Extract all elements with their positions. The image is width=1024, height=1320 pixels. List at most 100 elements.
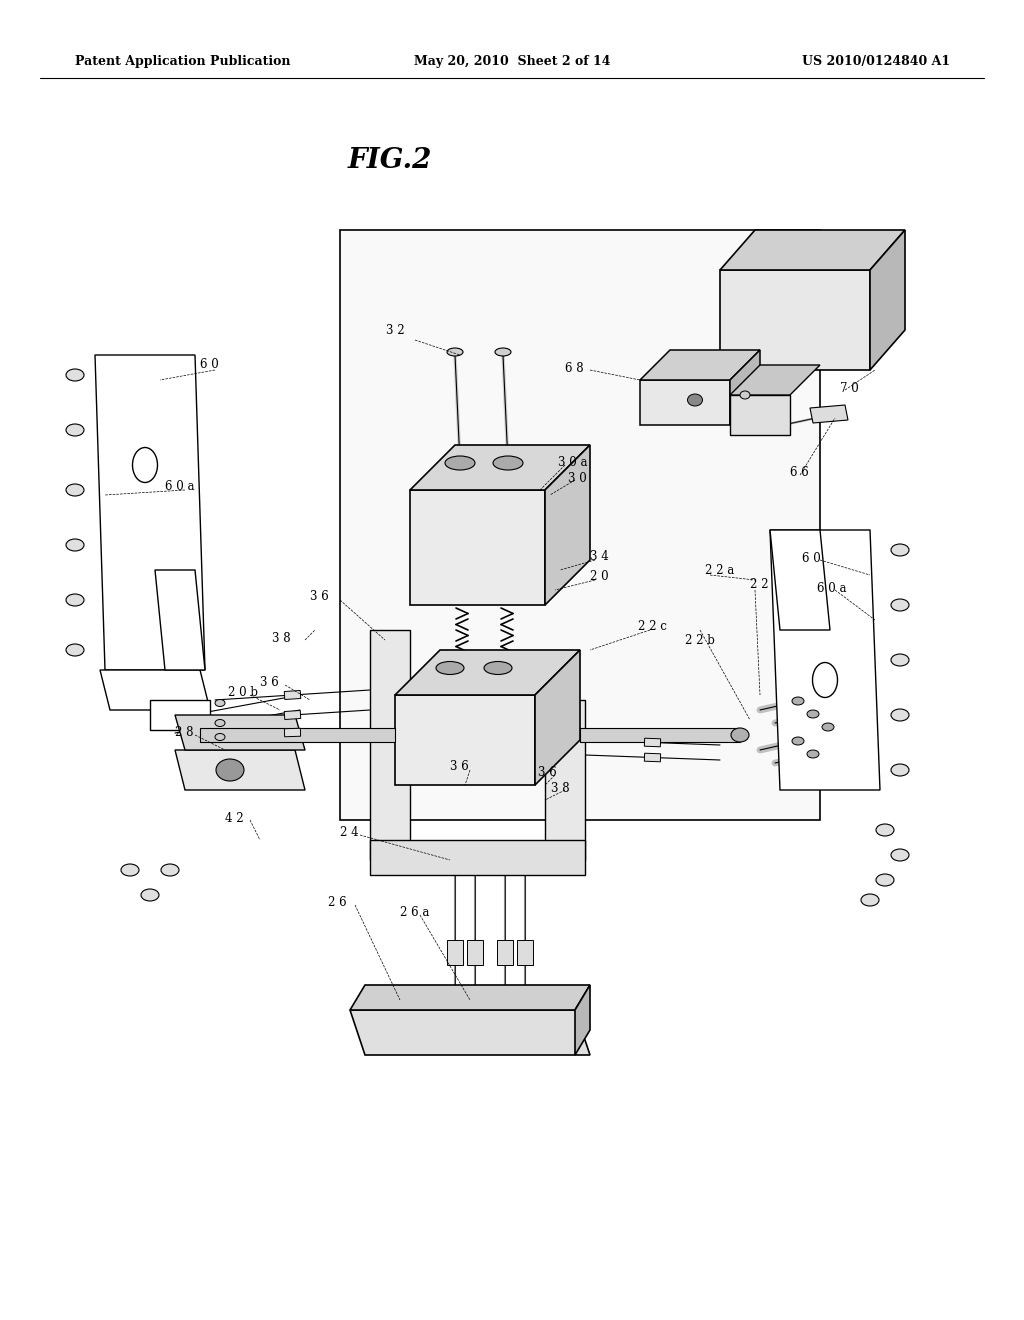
Ellipse shape (161, 865, 179, 876)
Ellipse shape (216, 759, 244, 781)
Ellipse shape (215, 700, 225, 706)
Text: Patent Application Publication: Patent Application Publication (75, 55, 291, 69)
Text: 3 8: 3 8 (272, 631, 291, 644)
Polygon shape (545, 700, 585, 861)
Polygon shape (497, 940, 513, 965)
Ellipse shape (141, 888, 159, 902)
Polygon shape (370, 630, 410, 861)
Text: 4 2: 4 2 (225, 812, 244, 825)
Polygon shape (175, 750, 305, 789)
Ellipse shape (812, 663, 838, 697)
Ellipse shape (876, 824, 894, 836)
Ellipse shape (66, 594, 84, 606)
Ellipse shape (436, 661, 464, 675)
Ellipse shape (445, 455, 475, 470)
Text: May 20, 2010  Sheet 2 of 14: May 20, 2010 Sheet 2 of 14 (414, 55, 610, 69)
Polygon shape (370, 840, 585, 875)
Polygon shape (730, 366, 820, 395)
Text: 6 0 a: 6 0 a (165, 480, 195, 494)
Polygon shape (410, 490, 545, 605)
Ellipse shape (891, 653, 909, 667)
Polygon shape (95, 355, 205, 671)
Polygon shape (644, 754, 660, 762)
Polygon shape (730, 395, 790, 436)
Polygon shape (517, 940, 534, 965)
Text: 2 6 a: 2 6 a (400, 907, 429, 920)
Text: 2 2 b: 2 2 b (685, 634, 715, 647)
Text: 6 8: 6 8 (565, 362, 584, 375)
Polygon shape (350, 985, 590, 1010)
Text: 2 2 c: 2 2 c (638, 620, 667, 634)
Ellipse shape (876, 874, 894, 886)
Text: 3 2: 3 2 (386, 323, 404, 337)
Polygon shape (285, 710, 301, 719)
Polygon shape (395, 696, 535, 785)
Ellipse shape (731, 729, 749, 742)
Polygon shape (870, 230, 905, 370)
Ellipse shape (687, 393, 702, 407)
Ellipse shape (891, 599, 909, 611)
Polygon shape (770, 531, 880, 789)
Text: US 2010/0124840 A1: US 2010/0124840 A1 (802, 55, 950, 69)
Ellipse shape (493, 455, 523, 470)
Polygon shape (150, 700, 210, 730)
Text: 2 0 b: 2 0 b (228, 686, 258, 700)
Polygon shape (535, 649, 580, 785)
Polygon shape (720, 230, 905, 271)
Ellipse shape (66, 484, 84, 496)
Ellipse shape (891, 709, 909, 721)
Ellipse shape (740, 391, 750, 399)
Polygon shape (575, 985, 590, 1055)
Polygon shape (340, 230, 820, 820)
Ellipse shape (792, 697, 804, 705)
Ellipse shape (215, 734, 225, 741)
Text: 2 4: 2 4 (340, 826, 358, 840)
Polygon shape (155, 570, 205, 671)
Ellipse shape (132, 447, 158, 483)
Polygon shape (770, 531, 830, 630)
Text: 6 6: 6 6 (790, 466, 809, 479)
Text: 2 2 a: 2 2 a (705, 564, 734, 577)
Text: 2 8: 2 8 (175, 726, 194, 739)
Ellipse shape (822, 723, 834, 731)
Ellipse shape (121, 865, 139, 876)
Polygon shape (285, 690, 301, 700)
Ellipse shape (891, 544, 909, 556)
Ellipse shape (66, 370, 84, 381)
Text: FIG.2: FIG.2 (348, 147, 432, 173)
Text: 3 6: 3 6 (310, 590, 329, 603)
Polygon shape (545, 445, 590, 605)
Polygon shape (644, 738, 660, 747)
Text: 3 4: 3 4 (590, 550, 608, 564)
Polygon shape (580, 729, 740, 742)
Ellipse shape (215, 719, 225, 726)
Text: 6 0: 6 0 (802, 552, 821, 565)
Polygon shape (730, 350, 760, 425)
Text: 3 6: 3 6 (538, 767, 557, 780)
Polygon shape (395, 649, 580, 696)
Text: 3 6: 3 6 (260, 676, 279, 689)
Ellipse shape (807, 750, 819, 758)
Text: 6 0 a: 6 0 a (817, 582, 847, 594)
Ellipse shape (807, 710, 819, 718)
Polygon shape (100, 671, 210, 710)
Text: 2 2: 2 2 (750, 578, 768, 591)
Ellipse shape (792, 737, 804, 744)
Text: 2 0: 2 0 (590, 569, 608, 582)
Polygon shape (467, 940, 483, 965)
Polygon shape (640, 380, 730, 425)
Ellipse shape (66, 424, 84, 436)
Polygon shape (640, 350, 760, 380)
Text: 6 0: 6 0 (200, 359, 219, 371)
Ellipse shape (66, 539, 84, 550)
Polygon shape (200, 729, 395, 742)
Polygon shape (285, 729, 301, 737)
Polygon shape (175, 715, 305, 750)
Text: 3 8: 3 8 (551, 781, 569, 795)
Ellipse shape (447, 348, 463, 356)
Polygon shape (447, 940, 463, 965)
Polygon shape (410, 445, 590, 490)
Ellipse shape (891, 764, 909, 776)
Polygon shape (810, 405, 848, 422)
Text: 2 6: 2 6 (328, 896, 347, 909)
